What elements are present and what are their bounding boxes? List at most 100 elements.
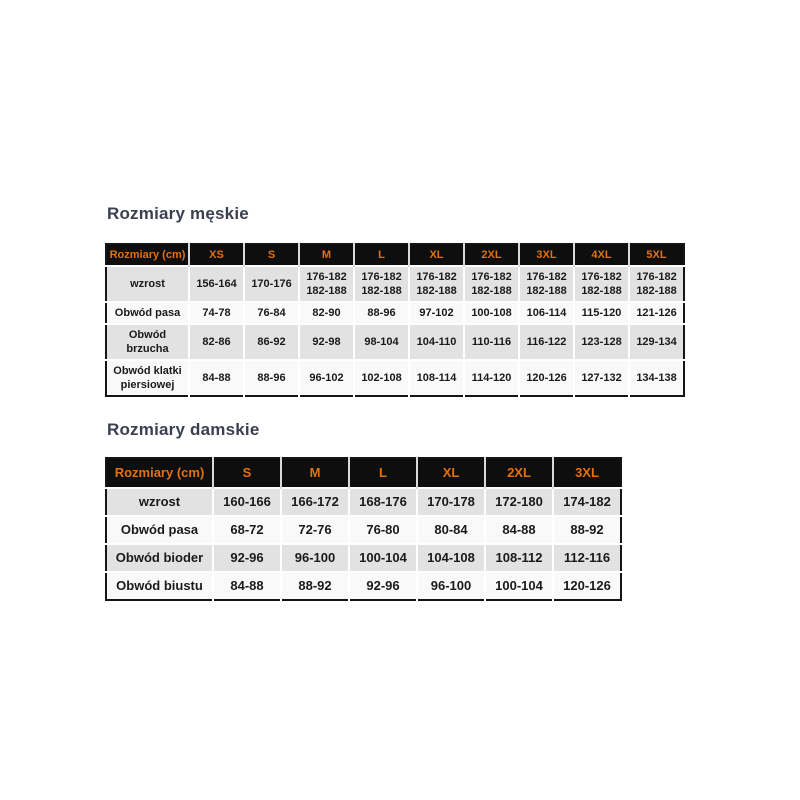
size-column-header: L [353, 244, 409, 266]
size-cell: 68-72 [212, 515, 281, 544]
size-cell: 98-104 [353, 323, 409, 360]
size-cell: 88-92 [280, 571, 349, 600]
size-cell: 84-88 [212, 571, 281, 600]
womens-size-table: Rozmiary (cm) S M L XL 2XL 3XL wzrost 160-166 166… [105, 457, 622, 601]
corner-header-cell: Rozmiary (cm) [106, 458, 213, 488]
size-column-header: XS [188, 244, 244, 266]
size-column-header: 2XL [463, 244, 519, 266]
size-cell: 102-108 [353, 359, 409, 396]
table-row: wzrost 160-166 166-172 168-176 170-178 172-18… [106, 487, 621, 516]
size-cell: 88-92 [552, 515, 621, 544]
size-charts-section: Rozmiary męskie Rozmiary (cm) XS S M L XL 2XL 3… [105, 203, 705, 601]
size-cell: 74-78 [188, 301, 244, 324]
size-cell: 108-112 [484, 543, 553, 572]
size-column-header: S [243, 244, 299, 266]
table-row: Obwód pasa 68-72 72-76 76-80 80-84 84-88 88-92 [106, 515, 621, 544]
size-cell: 80-84 [416, 515, 485, 544]
size-cell: 97-102 [408, 301, 464, 324]
row-label: Obwód bioder [106, 543, 213, 572]
size-cell: 120-126 [518, 359, 574, 396]
size-cell: 110-116 [463, 323, 519, 360]
table-row: Obwód brzucha 82-86 86-92 92-98 98-104 104-11… [106, 323, 684, 360]
size-column-header: S [212, 458, 281, 488]
size-column-header: 5XL [628, 244, 684, 266]
size-cell: 88-96 [353, 301, 409, 324]
size-cell: 92-96 [348, 571, 417, 600]
corner-header-cell: Rozmiary (cm) [106, 244, 189, 266]
size-cell: 72-76 [280, 515, 349, 544]
size-cell: 100-104 [484, 571, 553, 600]
size-cell: 116-122 [518, 323, 574, 360]
size-cell: 166-172 [280, 487, 349, 516]
size-cell: 112-116 [552, 543, 621, 572]
size-cell: 108-114 [408, 359, 464, 396]
size-cell: 114-120 [463, 359, 519, 396]
size-cell: 176-182 182-188 [628, 265, 684, 302]
size-cell: 176-182 182-188 [353, 265, 409, 302]
size-cell: 176-182 182-188 [463, 265, 519, 302]
row-label: Obwód pasa [106, 301, 189, 324]
size-column-header: M [298, 244, 354, 266]
size-cell: 176-182 182-188 [518, 265, 574, 302]
size-cell: 176-182 182-188 [298, 265, 354, 302]
size-cell: 168-176 [348, 487, 417, 516]
size-cell: 129-134 [628, 323, 684, 360]
size-cell: 115-120 [573, 301, 629, 324]
size-column-header: L [348, 458, 417, 488]
size-cell: 82-90 [298, 301, 354, 324]
size-cell: 96-102 [298, 359, 354, 396]
size-cell: 176-182 182-188 [408, 265, 464, 302]
size-cell: 84-88 [484, 515, 553, 544]
size-cell: 156-164 [188, 265, 244, 302]
size-cell: 134-138 [628, 359, 684, 396]
size-cell: 174-182 [552, 487, 621, 516]
size-cell: 82-86 [188, 323, 244, 360]
size-cell: 86-92 [243, 323, 299, 360]
table-row: Obwód bioder 92-96 96-100 100-104 104-108 108… [106, 543, 621, 572]
row-label: Obwód pasa [106, 515, 213, 544]
size-cell: 84-88 [188, 359, 244, 396]
size-cell: 106-114 [518, 301, 574, 324]
size-column-header: 3XL [518, 244, 574, 266]
table-row: Obwód pasa 74-78 76-84 82-90 88-96 97-102 100-… [106, 301, 684, 324]
size-cell: 100-108 [463, 301, 519, 324]
size-cell: 123-128 [573, 323, 629, 360]
size-cell: 96-100 [280, 543, 349, 572]
womens-sizes-title: Rozmiary damskie [107, 420, 260, 439]
size-cell: 96-100 [416, 571, 485, 600]
size-cell: 170-176 [243, 265, 299, 302]
size-cell: 76-80 [348, 515, 417, 544]
size-cell: 121-126 [628, 301, 684, 324]
table-row: wzrost 156-164 170-176 176-182 182-188 176-1… [106, 265, 684, 302]
header-row: Rozmiary (cm) S M L XL 2XL 3XL [106, 458, 621, 488]
size-cell: 88-96 [243, 359, 299, 396]
size-cell: 127-132 [573, 359, 629, 396]
size-cell: 92-96 [212, 543, 281, 572]
size-cell: 104-110 [408, 323, 464, 360]
size-cell: 76-84 [243, 301, 299, 324]
size-cell: 172-180 [484, 487, 553, 516]
size-cell: 92-98 [298, 323, 354, 360]
size-column-header: 3XL [552, 458, 621, 488]
table-row: Obwód klatki piersiowej 84-88 88-96 96-102 1… [106, 359, 684, 396]
row-label: wzrost [106, 265, 189, 302]
size-column-header: 2XL [484, 458, 553, 488]
size-cell: 170-178 [416, 487, 485, 516]
size-column-header: XL [408, 244, 464, 266]
size-cell: 176-182 182-188 [573, 265, 629, 302]
mens-size-table: Rozmiary (cm) XS S M L XL 2XL 3XL 4XL 5XL wzrost 15… [105, 243, 685, 397]
size-column-header: M [280, 458, 349, 488]
row-label: Obwód biustu [106, 571, 213, 600]
size-cell: 100-104 [348, 543, 417, 572]
mens-sizes-title: Rozmiary męskie [107, 204, 249, 223]
size-column-header: 4XL [573, 244, 629, 266]
table-row: Obwód biustu 84-88 88-92 92-96 96-100 100-104… [106, 571, 621, 600]
row-label: wzrost [106, 487, 213, 516]
row-label: Obwód brzucha [106, 323, 189, 360]
size-cell: 120-126 [552, 571, 621, 600]
header-row: Rozmiary (cm) XS S M L XL 2XL 3XL 4XL 5XL [106, 244, 684, 266]
size-cell: 104-108 [416, 543, 485, 572]
row-label: Obwód klatki piersiowej [106, 359, 189, 396]
size-cell: 160-166 [212, 487, 281, 516]
